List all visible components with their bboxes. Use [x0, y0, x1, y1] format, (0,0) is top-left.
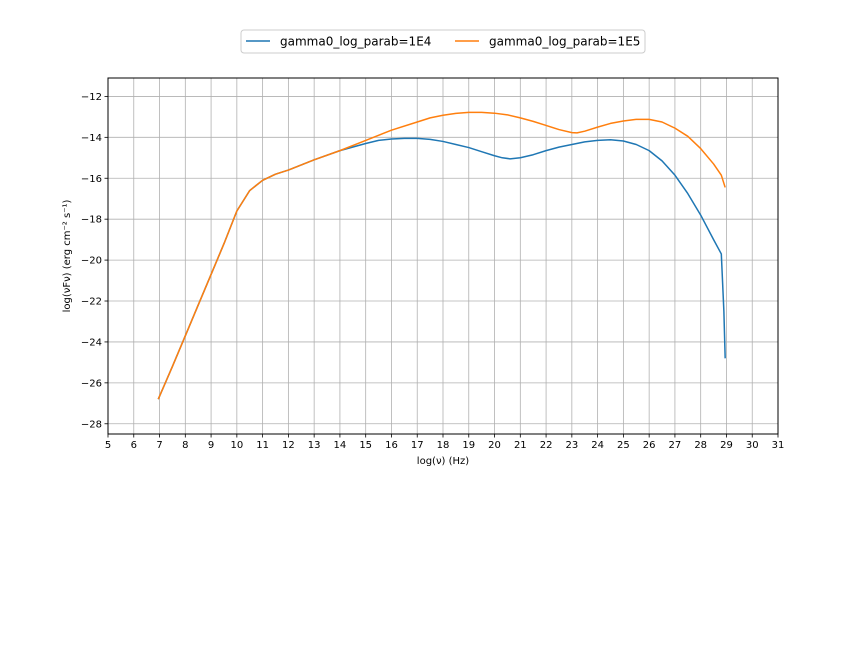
- grid: [107, 78, 779, 434]
- x-tick-label: 5: [105, 440, 111, 451]
- x-tick-label: 13: [308, 440, 321, 451]
- legend-box: [240, 29, 646, 54]
- x-tick-label: 25: [617, 440, 630, 451]
- x-tick-label: 23: [565, 440, 578, 451]
- y-axis-label: log(νFν) (erg cm⁻² s⁻¹): [62, 200, 73, 313]
- x-tick-label: 29: [720, 440, 733, 451]
- x-tick-label: 10: [230, 440, 243, 451]
- x-axis-label: log(ν) (Hz): [417, 456, 469, 467]
- x-tick-label: 26: [643, 440, 656, 451]
- y-tick-label: −28: [81, 419, 102, 430]
- x-tick-label: 27: [669, 440, 682, 451]
- x-tick-label: 17: [411, 440, 424, 451]
- x-tick-label: 11: [256, 440, 269, 451]
- x-tick-label: 20: [488, 440, 501, 451]
- x-tick-label: 15: [359, 440, 372, 451]
- y-tick-label: −22: [81, 297, 102, 308]
- x-tick-label: 7: [156, 440, 162, 451]
- x-tick-label: 14: [334, 440, 347, 451]
- x-tick-label: 21: [514, 440, 527, 451]
- y-axis: −12 −14 −16 −18 −20 −22 −24 −26 −28: [81, 92, 108, 430]
- x-tick-label: 22: [540, 440, 553, 451]
- legend: gamma0_log_parab=1E4 gamma0_log_parab=1E…: [240, 29, 646, 54]
- y-tick-label: −26: [81, 378, 102, 389]
- y-tick-label: −16: [81, 174, 102, 185]
- y-tick-label: −14: [81, 133, 102, 144]
- x-tick-label: 6: [131, 440, 137, 451]
- legend-label-1e5: gamma0_log_parab=1E5: [489, 35, 640, 49]
- x-tick-label: 9: [208, 440, 214, 451]
- y-tick-label: −18: [81, 215, 102, 226]
- x-tick-label: 24: [591, 440, 604, 451]
- legend-label-1e4: gamma0_log_parab=1E4: [280, 35, 431, 49]
- x-tick-label: 8: [182, 440, 188, 451]
- x-axis: 5 6 7 8 9 10 11 12 13 14 15 16 17 18 19 20 21 22 23 24 25 26 2…: [105, 434, 785, 451]
- series-lines: [157, 111, 726, 400]
- series-line-1e5: [157, 111, 726, 400]
- x-tick-label: 28: [694, 440, 707, 451]
- y-tick-label: −20: [81, 256, 102, 267]
- x-tick-label: 18: [437, 440, 450, 451]
- y-tick-label: −24: [81, 337, 102, 348]
- x-tick-label: 31: [772, 440, 785, 451]
- y-tick-label: −12: [81, 92, 102, 103]
- x-tick-label: 16: [385, 440, 398, 451]
- x-tick-label: 19: [462, 440, 475, 451]
- x-tick-label: 12: [282, 440, 295, 451]
- x-tick-label: 30: [746, 440, 759, 451]
